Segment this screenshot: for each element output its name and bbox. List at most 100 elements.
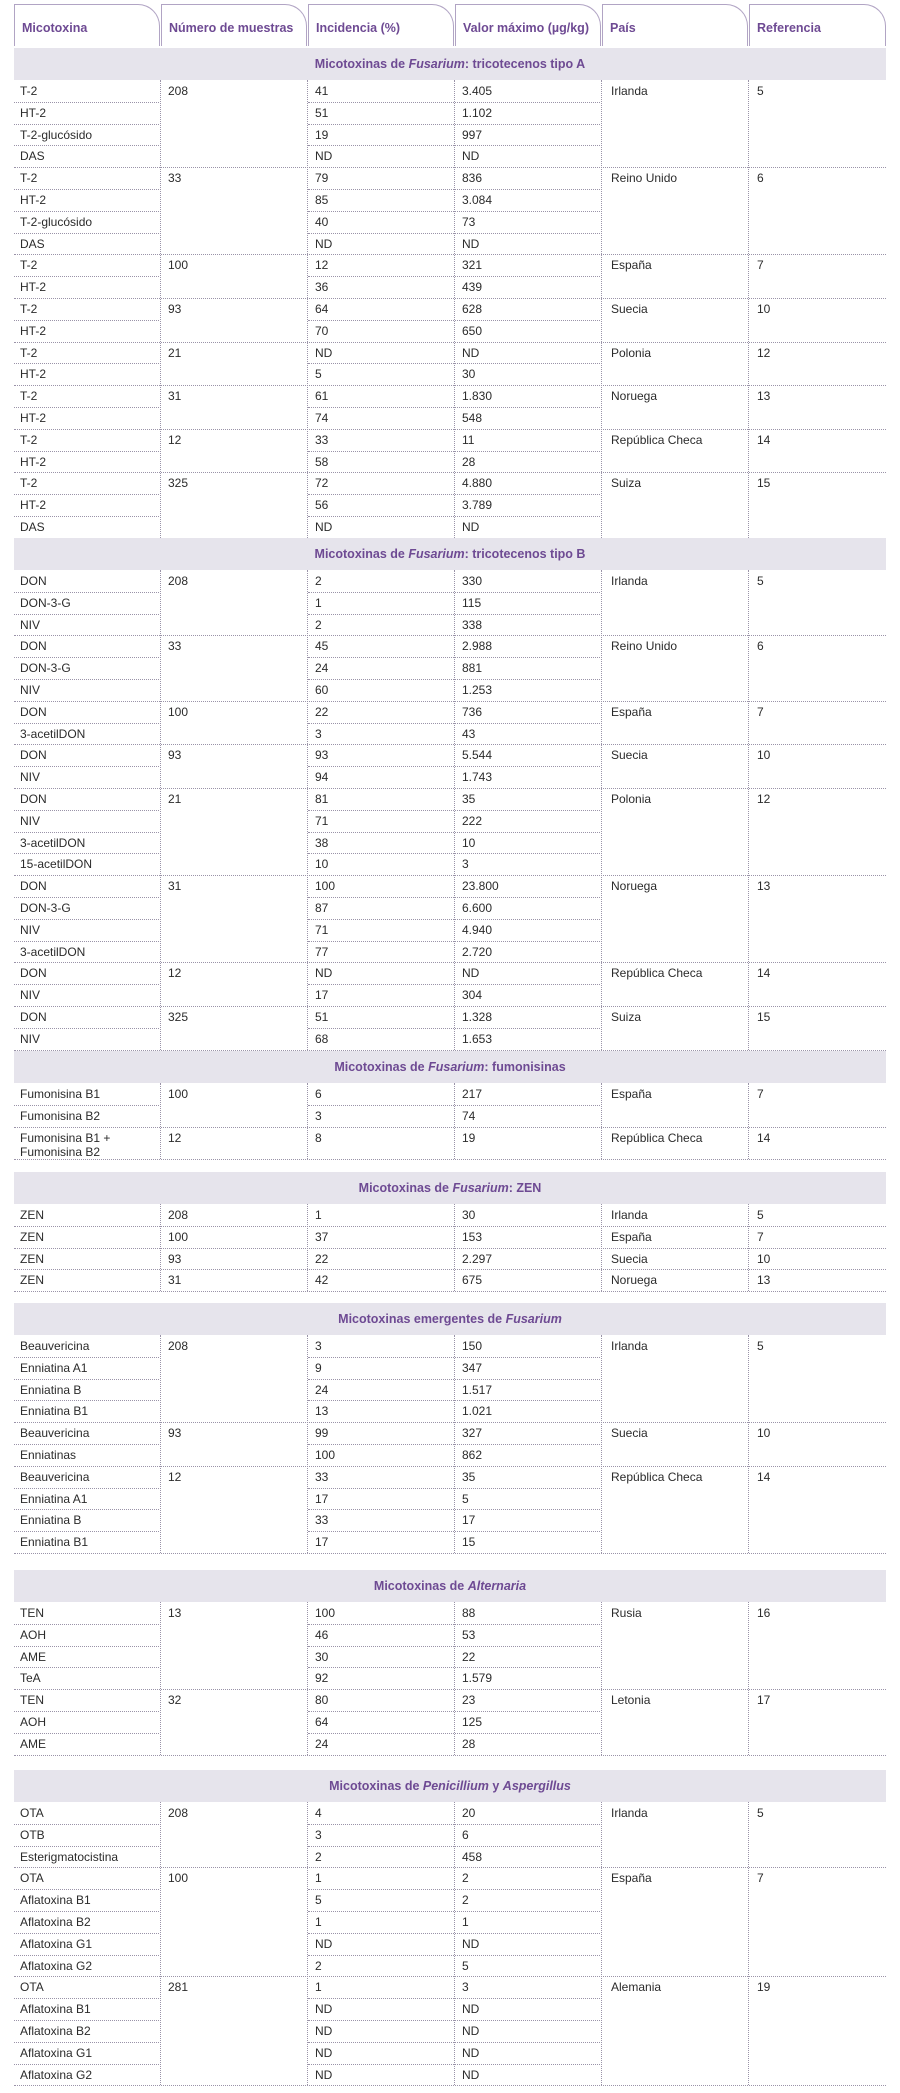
cell-pais: Irlanda <box>611 1806 648 1820</box>
cell-micotoxina: T-2 <box>20 476 38 491</box>
cell-incidencia: 5 <box>315 367 322 382</box>
group-divider <box>14 875 886 877</box>
cell-incidencia: 100 <box>315 1448 336 1462</box>
cell-incidencia: ND <box>315 2024 333 2038</box>
cell-micotoxina: Beauvericina <box>20 1469 90 1484</box>
cell-incidencia: 85 <box>315 193 329 207</box>
cell-micotoxina: Enniatina B1 <box>20 1404 89 1419</box>
cell-referencia: 7 <box>757 1871 764 1886</box>
group-divider <box>14 1291 886 1293</box>
cell-referencia: 13 <box>757 1273 771 1288</box>
group-divider <box>14 254 886 256</box>
row-divider <box>14 2020 159 2021</box>
cell-incidencia: 45 <box>315 639 329 654</box>
cell-numero-muestras: 100 <box>168 704 189 719</box>
cell-incidencia: 1 <box>315 1980 322 1995</box>
cell-referencia: 7 <box>757 1229 764 1244</box>
cell-valor-maximo: 338 <box>462 617 483 632</box>
cell-pais: Irlanda <box>611 1208 648 1222</box>
cell-numero-muestras: 33 <box>168 171 182 186</box>
section-header: Micotoxinas de Penicillium y Aspergillus <box>14 1770 886 1802</box>
cell-micotoxina: HT-2 <box>20 411 47 425</box>
cell-valor-maximo: 11 <box>462 432 475 447</box>
cell-valor-maximo: 22 <box>462 1649 476 1664</box>
cell-micotoxina: DON-3-G <box>20 661 71 676</box>
cell-micotoxina: DON-3-G <box>20 595 71 610</box>
cell-valor-maximo: 23.800 <box>462 879 499 894</box>
row-divider <box>14 189 159 190</box>
cell-incidencia: 41 <box>315 84 329 98</box>
cell-valor-maximo: 20 <box>462 1806 476 1820</box>
cell-incidencia: 2 <box>315 1958 322 1973</box>
row-divider <box>14 232 159 234</box>
cell-pais: Polonia <box>611 792 652 806</box>
row-divider <box>14 657 159 659</box>
cell-incidencia: 33 <box>315 432 329 447</box>
cell-incidencia: 70 <box>315 323 329 338</box>
group-divider <box>14 472 886 474</box>
column-divider <box>748 570 749 1050</box>
cell-incidencia: 81 <box>315 792 329 806</box>
cell-valor-maximo: ND <box>462 1936 480 1951</box>
cell-micotoxina: DON <box>20 792 47 806</box>
row-divider <box>14 853 159 855</box>
cell-micotoxina: OTA <box>20 1980 44 1995</box>
cell-incidencia: 56 <box>315 498 329 513</box>
cell-referencia: 10 <box>757 1251 771 1266</box>
cell-referencia: 12 <box>757 792 771 806</box>
cell-referencia: 14 <box>757 1130 771 1145</box>
row-divider <box>14 101 159 103</box>
cell-valor-maximo: 19 <box>462 1130 476 1145</box>
cell-micotoxina: T-2 <box>20 345 38 360</box>
cell-referencia: 10 <box>757 748 771 763</box>
column-divider <box>307 1335 308 1553</box>
cell-micotoxina: NIV <box>20 770 41 785</box>
cell-valor-maximo: 327 <box>462 1426 483 1441</box>
cell-micotoxina: DON <box>20 704 47 719</box>
cell-valor-maximo: 15 <box>462 1535 476 1550</box>
row-divider <box>14 1444 159 1445</box>
section-title-text: : tricotecenos tipo A <box>464 57 586 71</box>
row-divider <box>14 1711 159 1712</box>
cell-incidencia: 51 <box>315 105 329 120</box>
group-divider <box>14 962 886 964</box>
row-divider <box>14 1487 159 1489</box>
row-divider <box>14 516 159 517</box>
cell-numero-muestras: 12 <box>168 1469 182 1484</box>
cell-micotoxina: Beauvericina <box>20 1426 90 1441</box>
cell-micotoxina: Aflatoxina G2 <box>20 2067 93 2082</box>
column-divider <box>160 1802 161 2086</box>
cell-incidencia: 1 <box>315 1915 322 1929</box>
cell-valor-maximo: 330 <box>462 574 483 588</box>
cell-numero-muestras: 208 <box>168 574 189 588</box>
group-divider <box>14 635 886 637</box>
cell-referencia: 5 <box>757 84 764 98</box>
cell-micotoxina: Aflatoxina B1 <box>20 2002 91 2017</box>
cell-valor-maximo: ND <box>462 520 480 534</box>
row-divider <box>14 1531 159 1533</box>
section-title-text: : ZEN <box>508 1181 542 1195</box>
cell-incidencia: 12 <box>315 258 329 273</box>
cell-valor-maximo: 997 <box>462 127 483 142</box>
cell-incidencia: 17 <box>315 1491 329 1506</box>
cell-incidencia: 33 <box>315 1513 329 1528</box>
cell-micotoxina: NIV <box>20 988 41 1003</box>
cell-valor-maximo: 2 <box>462 1871 469 1886</box>
row-divider <box>14 1954 159 1956</box>
section-header: Micotoxinas emergentes de Fusarium <box>14 1303 886 1335</box>
cell-micotoxina: DON <box>20 1010 47 1024</box>
cell-valor-maximo: 3.405 <box>462 84 493 98</box>
row-divider <box>14 1667 159 1669</box>
cell-valor-maximo: 862 <box>462 1448 483 1462</box>
cell-valor-maximo: 153 <box>462 1229 483 1244</box>
section-title-genus: Alternaria <box>467 1579 527 1593</box>
cell-valor-maximo: 115 <box>462 595 482 610</box>
column-divider <box>601 80 602 538</box>
cell-micotoxina: ZEN <box>20 1229 44 1244</box>
cell-referencia: 19 <box>757 1980 771 1995</box>
cell-referencia: 16 <box>757 1606 771 1620</box>
cell-pais: Noruega <box>611 1273 658 1288</box>
row-divider <box>14 494 159 496</box>
column-divider <box>454 80 455 538</box>
cell-micotoxina: Aflatoxina B2 <box>20 1915 91 1929</box>
